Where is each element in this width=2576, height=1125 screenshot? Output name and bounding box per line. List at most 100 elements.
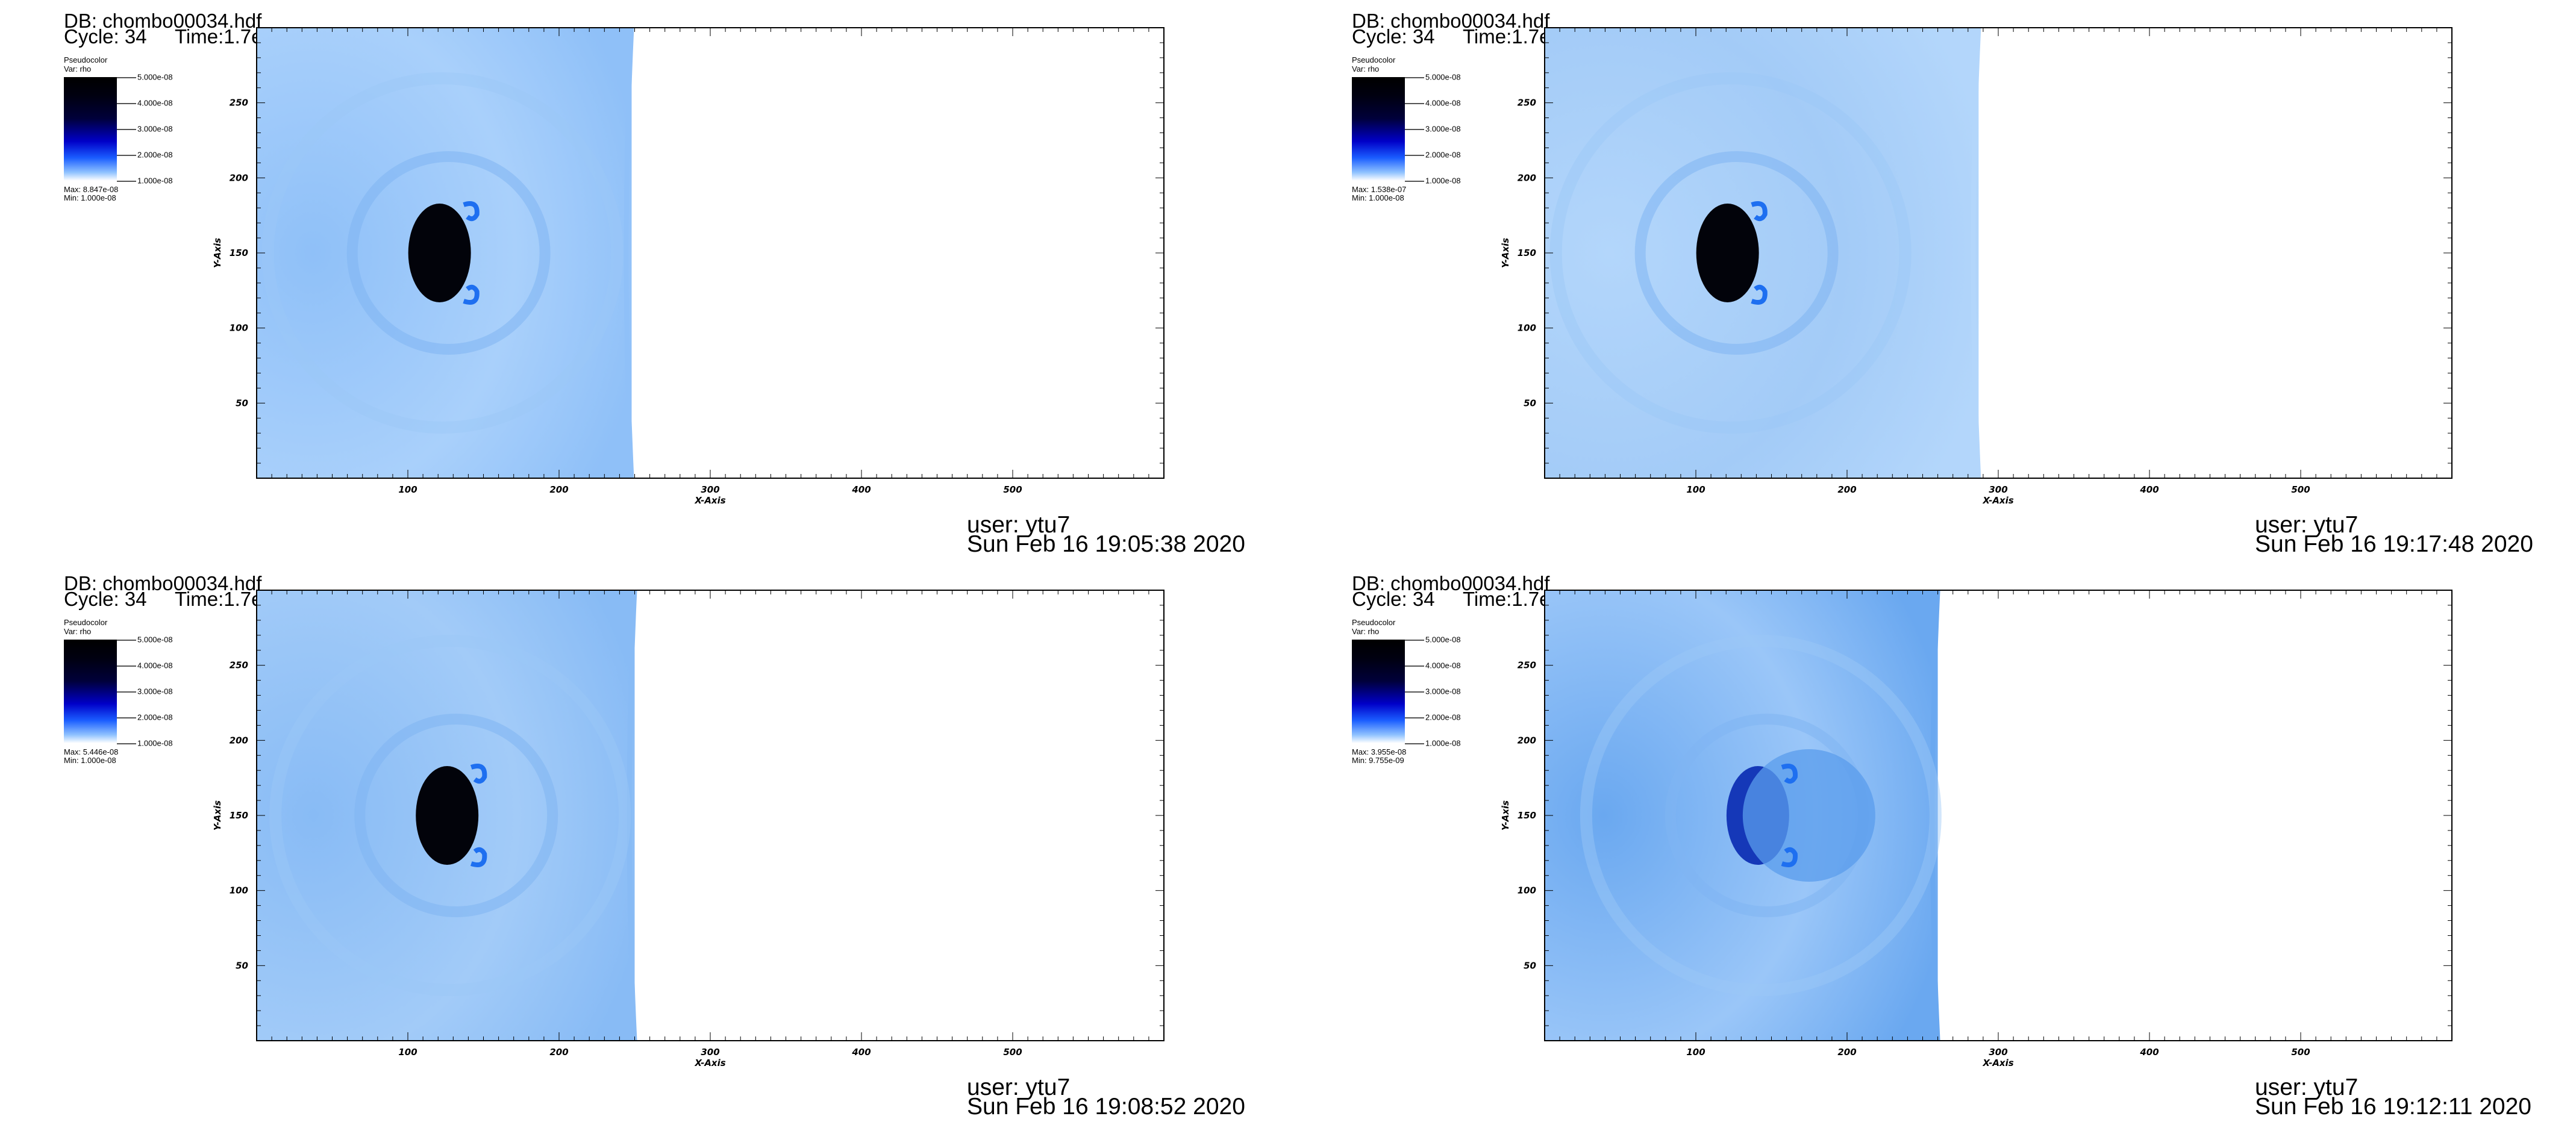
- database-label: DB: chombo00034.hdf: [64, 10, 262, 32]
- reflected-shock-ring: [1634, 151, 1839, 355]
- legend-tick: [117, 129, 136, 130]
- legend-max: Max: 5.446e-08: [64, 747, 119, 756]
- legend-tick-label: 5.000e-08: [1425, 635, 1461, 644]
- legend-tick-label: 2.000e-08: [1425, 150, 1461, 160]
- shock-front: [1971, 28, 1981, 478]
- legend-variable: Var: rho: [1352, 64, 1380, 73]
- y-tick-label: 50: [1524, 397, 1536, 408]
- x-tick-label: 500: [2291, 1047, 2310, 1058]
- legend-title: Pseudocolor: [1352, 618, 1396, 627]
- x-tick-label: 300: [1989, 1047, 2007, 1058]
- density-plot: 100 200 300 400 500 50 100 150 200 250 X-Axis Y-Axi…: [212, 27, 1165, 506]
- x-axis-label: X-Axis: [694, 1058, 725, 1068]
- x-tick-label: 500: [1003, 484, 1022, 495]
- legend-tick: [117, 665, 136, 667]
- legend-tick: [1405, 129, 1424, 130]
- y-tick-label: 100: [1518, 885, 1536, 896]
- legend-tick-label: 3.000e-08: [1425, 124, 1461, 134]
- legend-tick-label: 1.000e-08: [1425, 176, 1461, 185]
- legend-min: Min: 9.755e-09: [1352, 756, 1404, 765]
- dense-bubble: [416, 766, 479, 865]
- y-tick-label: 200: [230, 735, 248, 746]
- plot-panel: DB: chombo00034.hdf Cycle: 34 Time:1.7e-05…: [0, 0, 1288, 562]
- y-tick-label: 100: [1518, 323, 1536, 334]
- vortex-top: [470, 764, 487, 784]
- legend-tick-label: 1.000e-08: [137, 738, 173, 748]
- shock-front: [1930, 590, 1940, 1041]
- legend-tick-label: 3.000e-08: [137, 124, 173, 134]
- y-tick-label: 100: [230, 323, 248, 334]
- vortex-bottom: [463, 284, 480, 305]
- x-tick-label: 300: [701, 484, 719, 495]
- vortex-top: [1751, 201, 1768, 222]
- density-plot: 100 200 300 400 500 50 100 150 200 250 X-Axis Y-Axi…: [1500, 27, 2453, 506]
- date-label: Sun Feb 16 19:17:48 2020: [2255, 531, 2533, 557]
- legend-tick-label: 3.000e-08: [1425, 687, 1461, 696]
- legend-tick: [117, 181, 136, 182]
- legend-tick: [117, 691, 136, 693]
- legend-tick-label: 2.000e-08: [137, 150, 173, 160]
- y-tick-label: 250: [1518, 660, 1536, 671]
- legend-tick: [1405, 743, 1424, 744]
- density-plot: 100 200 300 400 500 50 100 150 200 250 X-Axis Y-Axi…: [1500, 590, 2453, 1068]
- legend-tick: [117, 640, 136, 641]
- database-label: DB: chombo00034.hdf: [64, 572, 262, 594]
- x-tick-label: 400: [2139, 484, 2159, 495]
- legend-tick: [1405, 77, 1424, 78]
- x-tick-label: 500: [2291, 484, 2310, 495]
- shock-front: [624, 28, 634, 478]
- y-tick-label: 200: [230, 172, 248, 183]
- legend-tick-label: 4.000e-08: [137, 661, 173, 670]
- legend-title: Pseudocolor: [64, 55, 108, 64]
- legend-tick-label: 2.000e-08: [137, 712, 173, 722]
- legend-tick-label: 4.000e-08: [137, 98, 173, 108]
- x-tick-label: 200: [549, 484, 568, 495]
- reflected-shock-ring: [354, 714, 558, 917]
- x-axis-label: X-Axis: [1982, 495, 2013, 506]
- y-tick-label: 150: [1518, 248, 1536, 258]
- legend-tick: [1405, 717, 1424, 718]
- x-tick-label: 100: [398, 1047, 417, 1058]
- legend-max: Max: 1.538e-07: [1352, 185, 1407, 194]
- database-label: DB: chombo00034.hdf: [1352, 10, 1550, 32]
- x-tick-label: 400: [851, 484, 871, 495]
- plot-panel: DB: chombo00034.hdf Cycle: 34 Time:1.7e-05…: [0, 562, 1288, 1125]
- legend-tick-label: 1.000e-08: [1425, 738, 1461, 748]
- legend-tick: [1405, 181, 1424, 182]
- legend-min: Min: 1.000e-08: [64, 193, 116, 202]
- y-tick-label: 200: [1518, 735, 1536, 746]
- y-tick-label: 200: [1518, 172, 1536, 183]
- y-axis-label: Y-Axis: [1500, 238, 1511, 268]
- legend-tick: [1405, 155, 1424, 156]
- user-label: user: ytu7: [967, 1074, 1071, 1100]
- date-label: Sun Feb 16 19:12:11 2020: [2255, 1094, 2531, 1120]
- legend-tick-label: 5.000e-08: [137, 72, 173, 82]
- y-tick-label: 250: [230, 98, 248, 108]
- legend-tick: [117, 77, 136, 78]
- y-tick-label: 150: [230, 248, 248, 258]
- cycle-label: Cycle: 34: [1352, 25, 1435, 48]
- legend-tick: [1405, 103, 1424, 104]
- legend-tick: [1405, 691, 1424, 693]
- vortex-bottom: [470, 847, 487, 867]
- y-axis-label: Y-Axis: [212, 800, 223, 831]
- x-tick-label: 100: [1686, 1047, 1705, 1058]
- legend-variable: Var: rho: [64, 64, 92, 73]
- vortex-top: [463, 201, 480, 222]
- x-tick-label: 200: [1837, 1047, 1856, 1058]
- legend-tick: [117, 155, 136, 156]
- legend-max: Max: 8.847e-08: [64, 185, 119, 194]
- x-tick-label: 200: [1837, 484, 1856, 495]
- x-tick-label: 400: [851, 1047, 871, 1058]
- vortex-top: [1781, 764, 1798, 784]
- density-plot: 100 200 300 400 500 50 100 150 200 250 X-Axis Y-Axi…: [212, 590, 1165, 1068]
- legend-tick-label: 2.000e-08: [1425, 712, 1461, 722]
- date-label: Sun Feb 16 19:05:38 2020: [967, 531, 1245, 557]
- legend-tick: [1405, 665, 1424, 667]
- cycle-label: Cycle: 34: [1352, 588, 1435, 610]
- shock-front: [627, 590, 637, 1041]
- cycle-label: Cycle: 34: [64, 588, 147, 610]
- legend-colorbar: [64, 640, 117, 743]
- y-tick-label: 150: [1518, 810, 1536, 821]
- cycle-label: Cycle: 34: [64, 25, 147, 48]
